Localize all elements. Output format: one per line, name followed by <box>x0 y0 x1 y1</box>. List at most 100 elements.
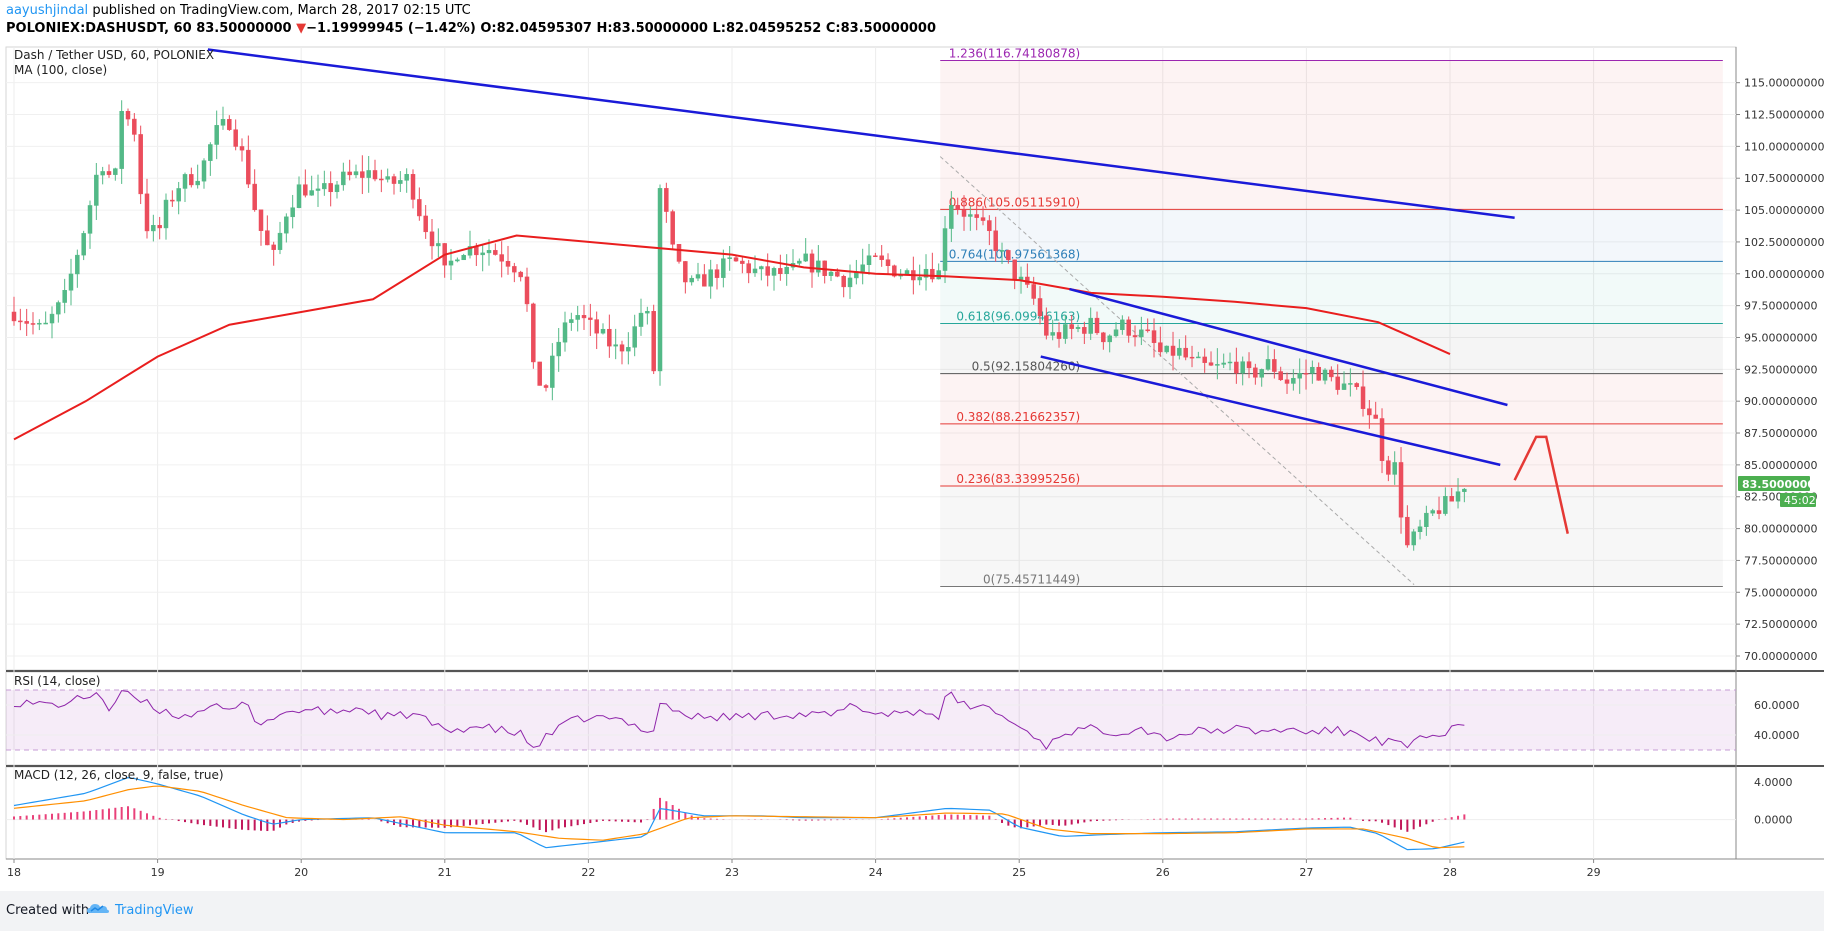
time-tick-label: 20 <box>294 866 308 879</box>
candle-body <box>600 328 606 334</box>
candle-body <box>233 129 238 147</box>
candle-body <box>746 263 751 274</box>
candle-body <box>75 254 80 275</box>
down-arrow-icon: ▼ <box>296 21 307 36</box>
candle-body <box>885 259 891 266</box>
candle-body <box>949 205 954 229</box>
candle-body <box>1443 496 1448 514</box>
time-tick-label: 29 <box>1587 866 1601 879</box>
candle-body <box>1379 418 1385 461</box>
trend-line <box>1040 355 1501 467</box>
candle-body <box>30 323 36 325</box>
candle-body <box>220 119 226 126</box>
candle-body <box>1284 379 1290 384</box>
candle-body <box>581 315 587 319</box>
candle-body <box>955 205 960 210</box>
publication-header: aayushjindal published on TradingView.co… <box>0 0 1824 44</box>
candle-body <box>784 266 789 275</box>
candle-body <box>835 271 840 277</box>
trend-line <box>1069 287 1508 407</box>
candle-body <box>201 160 207 182</box>
candle-body <box>246 149 251 185</box>
footer: Created with TradingView <box>0 891 1824 931</box>
candle-body <box>594 319 599 334</box>
moving-average <box>13 234 1451 441</box>
drawings[interactable] <box>207 48 1569 534</box>
candle-body <box>759 266 764 270</box>
candle-body <box>778 268 783 275</box>
candle-body <box>1322 369 1328 381</box>
candle-body <box>803 253 808 262</box>
candle-body <box>94 174 99 206</box>
candle-body <box>486 250 492 254</box>
candle-body <box>1044 315 1049 336</box>
candle-body <box>157 225 162 229</box>
candle-body <box>423 215 428 233</box>
time-tick-label: 21 <box>438 866 452 879</box>
candle-body <box>417 199 422 217</box>
candle-body <box>569 319 574 323</box>
candle-body <box>987 220 992 232</box>
candle-body <box>1411 531 1416 546</box>
candle-body <box>1455 491 1461 502</box>
candle-body <box>1234 361 1239 374</box>
candle-body <box>195 180 200 186</box>
candle-body <box>448 260 454 266</box>
candle-body <box>670 211 675 245</box>
tradingview-brand[interactable]: TradingView <box>115 903 194 918</box>
candle-body <box>328 183 333 193</box>
fib-diagonal <box>939 156 1415 586</box>
candle-body <box>721 258 726 278</box>
time-tick-label: 23 <box>725 866 739 879</box>
time-tick-label: 19 <box>151 866 165 879</box>
candle-body <box>866 255 872 265</box>
candle-body <box>315 188 321 191</box>
candle-body <box>968 214 973 217</box>
candle-body <box>727 257 732 259</box>
candle-body <box>404 174 409 181</box>
candle-body <box>651 311 656 372</box>
created-with-label: Created with <box>6 903 90 918</box>
candle-body <box>334 184 340 193</box>
candle-body <box>265 230 270 246</box>
price-tick-label: 102.50000000 <box>1744 236 1824 249</box>
candle-body <box>214 125 219 145</box>
candle-body <box>18 320 23 323</box>
candle-body <box>11 311 17 322</box>
candle-body <box>1208 362 1214 366</box>
rsi-tick-label: 40.0000 <box>1754 729 1800 742</box>
candle-body <box>277 232 283 250</box>
price-tick-label: 90.00000000 <box>1744 395 1817 408</box>
author-link[interactable]: aayushjindal <box>6 3 89 18</box>
candle-body <box>1424 512 1429 527</box>
last-price-badge <box>1738 475 1810 491</box>
candle-body <box>1139 329 1144 338</box>
candle-body <box>1031 284 1036 299</box>
candle-body <box>271 244 276 250</box>
candle-body <box>1329 369 1334 378</box>
candle-body <box>385 176 390 180</box>
candle-body <box>1259 369 1264 378</box>
fib-level-label: 0.236(83.33995256) <box>956 472 1080 486</box>
candle-body <box>429 231 435 247</box>
candle-body <box>1196 356 1201 359</box>
price-tick-label: 75.00000000 <box>1744 586 1817 599</box>
candle-body <box>809 253 815 273</box>
candle-body <box>683 261 688 283</box>
time-tick-label: 27 <box>1299 866 1313 879</box>
candle-body <box>480 252 485 256</box>
candle-body <box>1310 366 1315 374</box>
candle-body <box>619 344 625 352</box>
candle-body <box>1278 371 1283 381</box>
candle-body <box>239 146 245 151</box>
candle-body <box>258 209 264 231</box>
rsi-legend: RSI (14, close) <box>14 674 100 688</box>
candle-body <box>638 312 644 327</box>
candle-body <box>613 344 618 347</box>
candle-body <box>942 228 948 271</box>
candle-body <box>765 266 770 276</box>
candle-body <box>841 276 846 288</box>
chart-area[interactable]: 1.236(116.74180878) 0.886(105.05115910) 0.… <box>0 44 1824 891</box>
symbol-line: POLONIEX:DASHUSDT, 60 83.50000000 ▼−1.19… <box>6 21 936 36</box>
price-tick-label: 72.50000000 <box>1744 618 1817 631</box>
